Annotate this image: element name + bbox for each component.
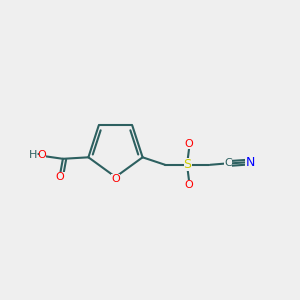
- Text: ·: ·: [35, 148, 40, 163]
- Text: S: S: [184, 158, 192, 171]
- Text: C: C: [224, 158, 232, 168]
- Text: N: N: [245, 156, 255, 169]
- Text: O: O: [38, 150, 46, 160]
- Text: H: H: [29, 150, 38, 160]
- Text: O: O: [56, 172, 64, 182]
- Text: O: O: [185, 140, 194, 149]
- Text: O: O: [111, 173, 120, 184]
- Text: O: O: [185, 180, 194, 190]
